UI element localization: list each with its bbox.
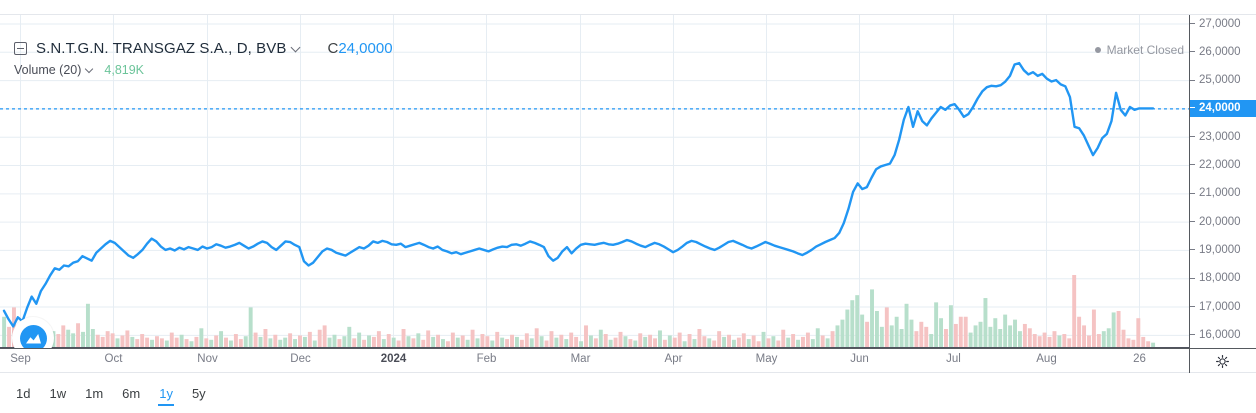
timeframe-button-1y[interactable]: 1y xyxy=(158,385,174,406)
time-scale-divider xyxy=(1189,349,1190,374)
minus-box-icon[interactable] xyxy=(14,41,27,55)
time-scale[interactable]: Sep Oct Nov Dec 2024 Feb Mar Apr May Jun Jul Aug 26 xyxy=(0,348,1256,374)
price-axis-tick: 23,0000 xyxy=(1190,129,1256,145)
tradingview-logo-icon xyxy=(12,317,54,348)
volume-value: 4,819K xyxy=(104,63,145,77)
gear-icon[interactable] xyxy=(1189,349,1256,374)
chevron-down-icon[interactable] xyxy=(86,66,95,75)
time-axis-tick: Aug xyxy=(1036,353,1057,365)
time-axis-tick: Mar xyxy=(570,353,591,365)
time-axis-tick: 26 xyxy=(1133,353,1146,365)
time-axis-tick: Apr xyxy=(664,353,683,365)
volume-bars xyxy=(0,275,1189,348)
status-dot-icon xyxy=(1094,47,1101,53)
time-axis-tick: Jul xyxy=(946,353,961,365)
price-axis-tick: 25,0000 xyxy=(1190,72,1256,88)
price-axis-tick: 18,0000 xyxy=(1190,270,1256,286)
price-scale[interactable]: 27,0000 26,0000 25,0000 24,0000 23,0000 22,00… xyxy=(1189,15,1256,348)
price-axis-tick: 26,0000 xyxy=(1190,44,1256,60)
plot-area[interactable] xyxy=(0,15,1189,348)
time-axis-tick: Dec xyxy=(290,353,311,365)
current-price-badge: 24,0000 xyxy=(1190,99,1256,117)
price-prefix: C xyxy=(327,39,339,57)
chevron-down-icon[interactable] xyxy=(292,44,301,53)
timeframe-button-6m[interactable]: 6m xyxy=(122,385,141,401)
price-axis-tick: 20,0000 xyxy=(1190,214,1256,230)
timeframe-button-1w[interactable]: 1w xyxy=(49,385,67,401)
symbol-title[interactable]: S.N.T.G.N. TRANSGAZ S.A., D, BVB xyxy=(36,39,287,57)
grid-lines xyxy=(0,15,1189,348)
timeframe-button-1m[interactable]: 1m xyxy=(85,385,104,401)
time-axis-tick: May xyxy=(755,353,778,365)
logo-inner xyxy=(19,324,47,348)
price-axis-tick: 16,0000 xyxy=(1190,327,1256,343)
time-axis-tick: 2024 xyxy=(380,353,407,365)
volume-indicator-label[interactable]: Volume (20) xyxy=(14,63,82,77)
time-axis-tick: Sep xyxy=(10,353,31,365)
legend-volume-row: Volume (20) 4,819K xyxy=(14,60,393,80)
timeframe-button-1d[interactable]: 1d xyxy=(16,385,31,401)
price-axis-tick: 21,0000 xyxy=(1190,185,1256,201)
chart-pane: 27,0000 26,0000 25,0000 24,0000 23,0000 22,00… xyxy=(0,14,1256,348)
timeframe-bar: 1d 1w 1m 6m 1y 5y xyxy=(0,373,1256,413)
price-axis-tick: 17,0000 xyxy=(1190,299,1256,315)
timeframe-button-5y[interactable]: 5y xyxy=(191,385,206,401)
market-status-label: Market Closed xyxy=(1106,43,1184,57)
time-axis-tick: Nov xyxy=(197,353,218,365)
price-value: 24,0000 xyxy=(338,39,393,57)
price-line-series xyxy=(0,61,1189,328)
time-axis-tick: Feb xyxy=(476,353,497,365)
legend-symbol-row: S.N.T.G.N. TRANSGAZ S.A., D, BVB C 24,000… xyxy=(14,37,393,59)
chart-legend: S.N.T.G.N. TRANSGAZ S.A., D, BVB C 24,000… xyxy=(14,37,393,80)
status-badge: Market Closed xyxy=(1094,43,1184,57)
price-axis-tick: 22,0000 xyxy=(1190,157,1256,173)
time-axis-tick: Jun xyxy=(850,353,869,365)
time-axis-tick: Oct xyxy=(104,353,123,365)
price-axis-tick: 27,0000 xyxy=(1190,16,1256,32)
price-axis-tick: 19,0000 xyxy=(1190,242,1256,258)
